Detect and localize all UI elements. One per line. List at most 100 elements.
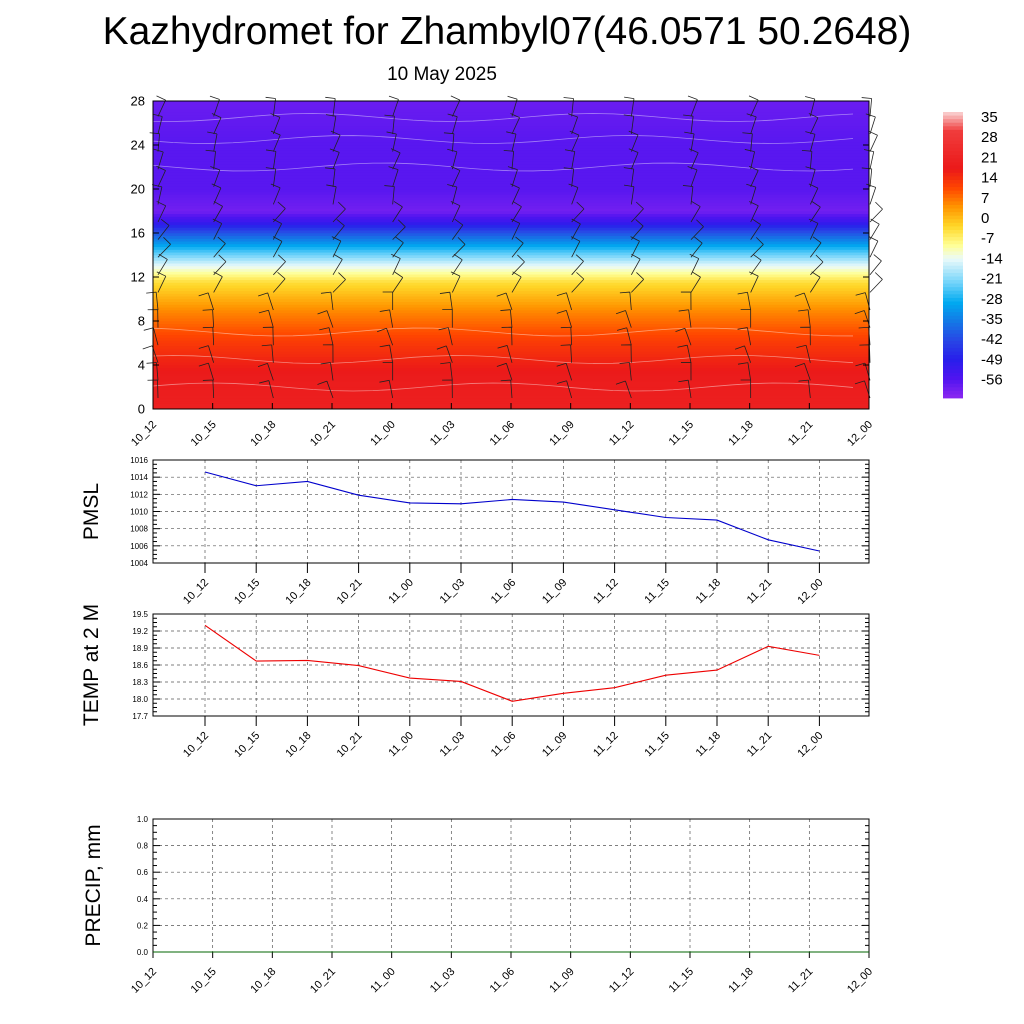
x-tick-label: 11_15 xyxy=(642,577,672,607)
colorbar-step xyxy=(943,251,963,256)
y-tick-label: 0.4 xyxy=(137,895,149,904)
wind-barb xyxy=(869,201,883,223)
wind-barb xyxy=(748,95,759,117)
colorbar-label: -7 xyxy=(981,230,994,247)
colorbar-step xyxy=(943,330,963,335)
colorbar-step xyxy=(943,165,963,170)
wind-barb xyxy=(452,237,466,258)
wind-barb xyxy=(737,327,752,346)
heatmap-field xyxy=(153,100,869,410)
wind-barb xyxy=(270,130,281,152)
x-tick-label: 10_12 xyxy=(129,419,159,449)
wind-barb xyxy=(317,310,334,328)
heatmap-band xyxy=(153,180,869,184)
wind-barb xyxy=(157,218,170,240)
wind-barb xyxy=(382,291,394,311)
wind-barb xyxy=(320,291,334,311)
heatmap-band xyxy=(153,221,869,226)
wind-barb xyxy=(859,344,871,363)
heatmap-band xyxy=(153,246,869,250)
heatmap-band xyxy=(153,257,869,261)
x-tick-label: 11_18 xyxy=(694,730,724,760)
x-tick-label: 11_21 xyxy=(745,577,775,607)
colorbar-step xyxy=(943,119,963,124)
wind-barb xyxy=(805,96,816,117)
y-axis-label: TEMP at 2 M xyxy=(80,604,103,726)
heatmap-band xyxy=(153,114,869,118)
colorbar-step xyxy=(943,365,963,370)
wind-barb xyxy=(688,148,699,170)
wind-barb xyxy=(684,131,695,152)
colorbar-step xyxy=(943,158,963,163)
heatmap-band xyxy=(153,254,869,259)
colorbar-step xyxy=(943,194,963,199)
wind-barb xyxy=(798,309,811,328)
heatmap-band xyxy=(153,196,869,201)
heatmap-band xyxy=(153,397,869,402)
y-tick-label: 20 xyxy=(131,182,145,197)
wind-barb xyxy=(257,362,274,381)
x-tick-label: 10_18 xyxy=(283,577,313,607)
x-tick-label: 11_21 xyxy=(786,419,816,449)
y-tick-label: 28 xyxy=(131,94,145,109)
wind-barb xyxy=(680,291,692,311)
x-tick-label: 11_09 xyxy=(540,730,570,760)
y-tick-label: 19.2 xyxy=(132,627,148,636)
heatmap-band xyxy=(153,394,869,399)
wind-barb xyxy=(447,184,458,205)
wind-barb xyxy=(379,344,394,363)
x-tick-label: 10_15 xyxy=(232,577,262,607)
wind-barb xyxy=(202,379,215,399)
heatmap-band xyxy=(153,155,869,160)
heatmap-band xyxy=(153,125,869,129)
y-tick-label: 8 xyxy=(138,314,145,329)
wind-barb xyxy=(560,326,573,346)
wind-barb xyxy=(809,271,821,293)
colorbar-step xyxy=(943,226,963,231)
heatmap-band xyxy=(153,265,869,270)
heatmap-band xyxy=(153,260,869,264)
wind-barb xyxy=(628,148,639,170)
wind-barb xyxy=(202,326,215,346)
wind-barb xyxy=(868,130,878,152)
colorbar-step xyxy=(943,265,963,270)
colorbar-step xyxy=(943,387,963,392)
heatmap-band xyxy=(153,117,869,121)
wind-barb xyxy=(569,130,580,152)
wind-barb xyxy=(865,113,876,135)
wind-barb xyxy=(211,113,222,135)
x-tick-label: 11_00 xyxy=(368,419,398,449)
x-tick-label: 11_12 xyxy=(607,966,637,996)
x-tick-label: 10_21 xyxy=(308,419,338,449)
heatmap-band xyxy=(153,359,869,363)
wind-barb xyxy=(388,95,399,117)
y-tick-label: 0.0 xyxy=(137,948,149,957)
wind-barb xyxy=(322,344,334,363)
wind-barb xyxy=(677,344,692,363)
colorbar-step xyxy=(943,244,963,249)
x-tick-label: 11_21 xyxy=(786,966,816,996)
wind-barb xyxy=(258,292,274,311)
colorbar-step xyxy=(943,147,963,152)
heatmap-band xyxy=(153,177,869,182)
x-tick-label: 11_03 xyxy=(428,966,458,996)
y-tick-label: 18.3 xyxy=(132,678,148,687)
y-tick-label: 17.7 xyxy=(132,712,148,721)
wind-barb xyxy=(329,148,340,170)
colorbar-step xyxy=(943,247,963,252)
wind-barb xyxy=(744,149,755,170)
heatmap-band xyxy=(153,370,869,374)
colorbar-label: -35 xyxy=(981,311,1003,328)
wind-barb xyxy=(392,219,406,240)
x-tick-label: 10_18 xyxy=(283,730,313,760)
colorbar-step xyxy=(943,347,963,352)
colorbar-step xyxy=(943,204,963,209)
heatmap-band xyxy=(153,119,869,124)
contour-line xyxy=(152,162,854,172)
y-tick-label: 0 xyxy=(138,402,145,417)
wind-barb xyxy=(869,272,883,293)
colorbar-step xyxy=(943,172,963,177)
wind-barb xyxy=(861,97,873,117)
colorbar-step xyxy=(943,362,963,367)
wind-barb xyxy=(506,131,517,152)
